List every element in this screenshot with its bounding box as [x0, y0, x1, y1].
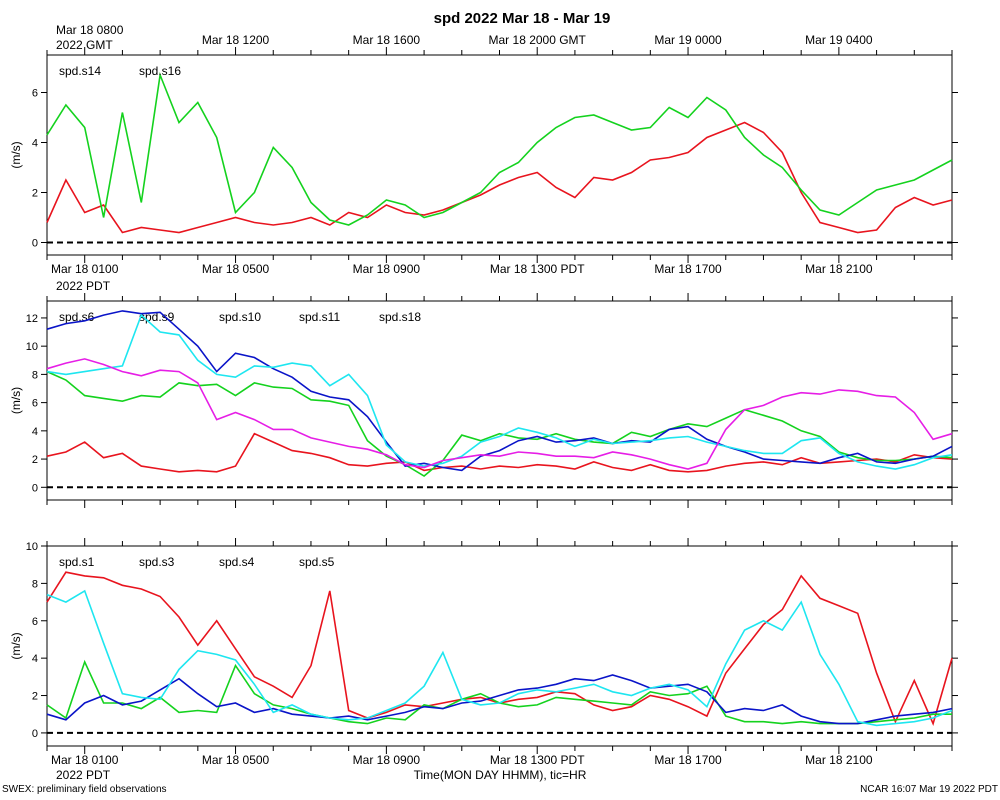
y-tick-label: 2 [32, 691, 38, 703]
y-tick-label: 0 [32, 482, 38, 494]
y-tick-label: 8 [32, 578, 38, 590]
y-tick-label: 2 [32, 188, 38, 200]
pdt-tick-label: Mar 18 0500 [202, 753, 270, 767]
gmt-tick-label: Mar 19 0000 [654, 33, 722, 47]
y-tick-label: 10 [26, 541, 38, 553]
legend-spd-s10: spd.s10 [219, 310, 261, 324]
series-line-spd-s16 [46, 71, 953, 226]
pdt-tick-label: Mar 18 0900 [353, 262, 421, 276]
plot-frame [46, 300, 953, 501]
series-line-spd-s14 [46, 121, 953, 234]
legend-spd-s14: spd.s14 [59, 64, 101, 78]
pdt-tick-label: Mar 18 1700 [654, 753, 722, 767]
y-tick-label: 6 [32, 398, 38, 410]
footer-left: SWEX: preliminary field observations [2, 784, 167, 795]
footer-right: NCAR 16:07 Mar 19 2022 PDT [860, 784, 998, 795]
gmt-tick-label: Mar 18 2000 GMT [489, 33, 587, 47]
x-axis-label: Time(MON DAY HHMM), tic=HR [414, 768, 587, 782]
legend-spd-s11: spd.s11 [299, 310, 340, 324]
y-tick-label: 6 [32, 616, 38, 628]
panel-3: 0 2 4 6 8 10 (m/s) spd.s1 spd.s3 spd.s4 spd.s5 Mar … [9, 538, 958, 767]
y-axis-label: (m/s) [9, 387, 23, 414]
y-tick-label: 10 [26, 341, 38, 353]
y-tick-label: 4 [32, 653, 38, 665]
panel-1: 0 2 4 6 (m/s) spd.s14 spd.s16 Mar 18 0100 Mar 18… [9, 23, 958, 276]
series-line-spd-s5 [46, 589, 953, 727]
pdt-tick-label: Mar 18 2100 [805, 262, 873, 276]
y-axis-label: (m/s) [9, 141, 23, 168]
series-line-spd-s11 [46, 313, 953, 470]
y-tick-label: 6 [32, 88, 38, 100]
series-line-spd-s1 [46, 571, 953, 726]
legend-spd-s4: spd.s4 [219, 555, 255, 569]
pdt-tick-label: Mar 18 0100 [51, 262, 119, 276]
legend-spd-s16: spd.s16 [139, 64, 181, 78]
pdt-year-label-top: 2022 PDT [56, 279, 111, 293]
series-line-spd-s9 [46, 370, 953, 477]
y-axis-label: (m/s) [9, 632, 23, 659]
legend-spd-s3: spd.s3 [139, 555, 175, 569]
pdt-tick-label: Mar 18 1300 PDT [490, 262, 585, 276]
y-tick-label: 0 [32, 728, 38, 740]
series-line-spd-s4 [46, 674, 953, 725]
pdt-tick-label: Mar 18 0100 [51, 753, 119, 767]
legend-spd-s5: spd.s5 [299, 555, 335, 569]
series-line-spd-s3 [46, 659, 952, 725]
pdt-tick-label: Mar 18 1300 PDT [490, 753, 585, 767]
y-tick-label: 0 [32, 238, 38, 250]
plot-frame [46, 54, 953, 256]
chart-title: spd 2022 Mar 18 - Mar 19 [434, 10, 611, 27]
y-tick-label: 4 [32, 138, 38, 150]
gmt-year-label: 2022 GMT [56, 38, 113, 52]
pdt-tick-label: Mar 18 0900 [353, 753, 421, 767]
pdt-tick-label: Mar 18 0500 [202, 262, 270, 276]
y-tick-label: 2 [32, 454, 38, 466]
gmt-tick-label: Mar 19 0400 [805, 33, 873, 47]
pdt-tick-label: Mar 18 1700 [654, 262, 722, 276]
gmt-tick-label: Mar 18 1600 [353, 33, 421, 47]
legend-spd-s1: spd.s1 [59, 555, 95, 569]
gmt-tick-label: Mar 18 1200 [202, 33, 270, 47]
y-tick-label: 12 [26, 313, 38, 325]
legend-spd-s18: spd.s18 [379, 310, 421, 324]
y-tick-label: 4 [32, 426, 38, 438]
series-line-spd-s6 [46, 432, 953, 473]
pdt-tick-label: Mar 18 2100 [805, 753, 873, 767]
pdt-year-label-bottom: 2022 PDT [56, 768, 111, 782]
y-tick-label: 8 [32, 369, 38, 381]
series-line-spd-s10 [46, 310, 953, 472]
gmt-tick-label: Mar 18 0800 [56, 23, 124, 37]
series-line-spd-s18 [46, 358, 953, 470]
